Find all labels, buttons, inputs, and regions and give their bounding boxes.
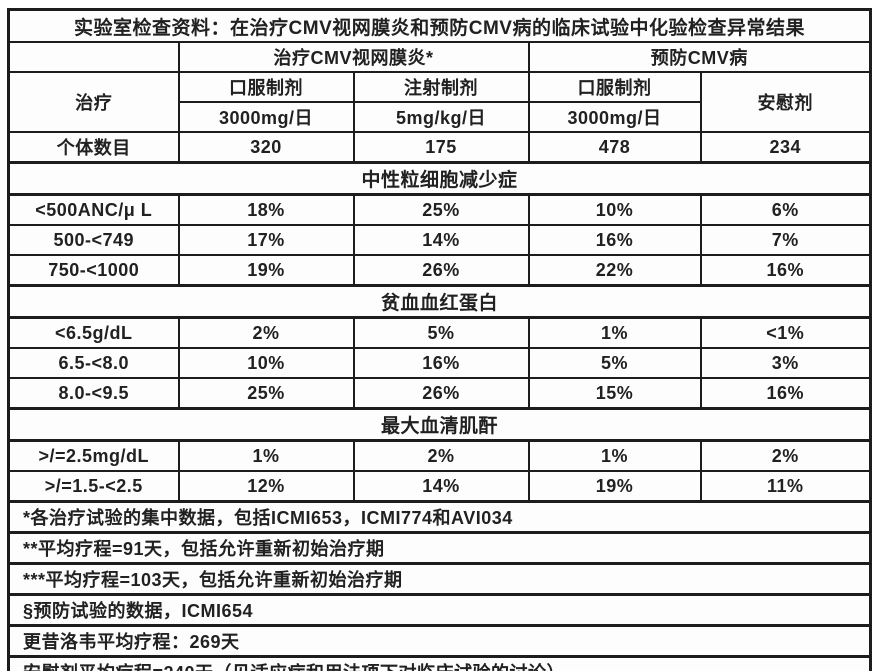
section-header-anemia: 贫血血红蛋白	[7, 284, 872, 319]
row-label: <6.5g/dL	[7, 316, 180, 349]
data-cell: 3%	[699, 347, 872, 379]
footnote-ganciclovir-duration: 更昔洛韦平均疗程：269天	[7, 624, 872, 658]
section-header-creatinine: 最大血清肌酐	[7, 407, 872, 442]
subjects-value: 478	[527, 131, 702, 164]
footnote-pooled-data: *各治疗试验的集中数据，包括ICMI653，ICMI774和AVI034	[7, 500, 872, 534]
footnote-row: 更昔洛韦平均疗程：269天	[7, 624, 872, 658]
data-cell: 18%	[177, 193, 355, 226]
section-header-neutropenia: 中性粒细胞减少症	[7, 161, 872, 196]
footnote-placebo-duration: 安慰剂平均疗程=240天（见适应症和用法项下对临床试验的讨论）	[7, 655, 872, 671]
data-cell: 16%	[699, 377, 872, 410]
data-cell: 12%	[177, 470, 355, 503]
data-cell: 1%	[177, 439, 355, 472]
data-cell: 1%	[527, 439, 702, 472]
row-label: 750-<1000	[7, 254, 180, 287]
footnote-prevention-trial: §预防试验的数据，ICMI654	[7, 593, 872, 627]
title-row: 实验室检查资料：在治疗CMV视网膜炎和预防CMV病的临床试验中化验检查异常结果	[7, 8, 872, 43]
data-cell: 5%	[352, 316, 530, 349]
footnote-row: *各治疗试验的集中数据，包括ICMI653，ICMI774和AVI034	[7, 500, 872, 534]
dose-header-injection: 5mg/kg/日	[352, 101, 530, 133]
data-cell: 25%	[352, 193, 530, 226]
data-cell: 6%	[699, 193, 872, 226]
table-row: >/=1.5-<2.5 12% 14% 19% 11%	[7, 470, 872, 503]
treatment-row-header: 治疗	[7, 71, 180, 133]
subjects-value: 234	[699, 131, 872, 164]
data-cell: 14%	[352, 470, 530, 503]
group-header-row: 治疗CMV视网膜炎* 预防CMV病	[7, 41, 872, 73]
row-label: 500-<749	[7, 224, 180, 256]
footnote-mean-103-days: ***平均疗程=103天，包括允许重新初始治疗期	[7, 562, 872, 596]
table-title: 实验室检查资料：在治疗CMV视网膜炎和预防CMV病的临床试验中化验检查异常结果	[7, 8, 872, 43]
table-row: 6.5-<8.0 10% 16% 5% 3%	[7, 347, 872, 379]
row-label: 6.5-<8.0	[7, 347, 180, 379]
data-cell: <1%	[699, 316, 872, 349]
section-row-anemia: 贫血血红蛋白	[7, 284, 872, 319]
data-cell: 19%	[177, 254, 355, 287]
subjects-value: 320	[177, 131, 355, 164]
section-row-neutropenia: 中性粒细胞减少症	[7, 161, 872, 196]
footnote-row: **平均疗程=91天，包括允许重新初始治疗期	[7, 531, 872, 565]
table-row: <6.5g/dL 2% 5% 1% <1%	[7, 316, 872, 349]
subjects-label: 个体数目	[7, 131, 180, 164]
data-cell: 16%	[527, 224, 702, 256]
dose-row: 3000mg/日 5mg/kg/日 3000mg/日	[9, 101, 871, 133]
row-label: >/=2.5mg/dL	[7, 439, 180, 472]
footnote-mean-91-days: **平均疗程=91天，包括允许重新初始治疗期	[7, 531, 872, 565]
data-cell: 10%	[527, 193, 702, 226]
row-label: 8.0-<9.5	[7, 377, 180, 410]
data-cell: 15%	[527, 377, 702, 410]
treatment-group-header: 治疗CMV视网膜炎*	[177, 41, 530, 73]
data-cell: 7%	[699, 224, 872, 256]
subjects-row: 个体数目 320 175 478 234	[7, 131, 872, 164]
table-row: <500ANC/μ L 18% 25% 10% 6%	[7, 193, 872, 226]
data-cell: 2%	[352, 439, 530, 472]
section-row-creatinine: 最大血清肌酐	[7, 407, 872, 442]
footnote-row: §预防试验的数据，ICMI654	[7, 593, 872, 627]
data-cell: 1%	[527, 316, 702, 349]
data-cell: 10%	[177, 347, 355, 379]
data-cell: 22%	[527, 254, 702, 287]
footnote-row: 安慰剂平均疗程=240天（见适应症和用法项下对临床试验的讨论）	[7, 655, 872, 671]
data-cell: 17%	[177, 224, 355, 256]
data-cell: 26%	[352, 254, 530, 287]
data-cell: 5%	[527, 347, 702, 379]
data-cell: 25%	[177, 377, 355, 410]
dose-header-oral-1: 3000mg/日	[177, 101, 355, 133]
data-cell: 16%	[352, 347, 530, 379]
drug-form-header-oral-1: 口服制剂	[177, 71, 355, 103]
data-cell: 16%	[699, 254, 872, 287]
data-cell: 26%	[352, 377, 530, 410]
data-cell: 2%	[177, 316, 355, 349]
lab-results-table: 实验室检查资料：在治疗CMV视网膜炎和预防CMV病的临床试验中化验检查异常结果 …	[7, 8, 872, 671]
row-label: <500ANC/μ L	[7, 193, 180, 226]
footnote-row: ***平均疗程=103天，包括允许重新初始治疗期	[7, 562, 872, 596]
data-cell: 11%	[699, 470, 872, 503]
table-row: >/=2.5mg/dL 1% 2% 1% 2%	[7, 439, 872, 472]
dose-header-oral-2: 3000mg/日	[527, 101, 702, 133]
empty-header-cell	[7, 41, 180, 73]
subjects-value: 175	[352, 131, 530, 164]
drug-form-row: 治疗 口服制剂 注射制剂 口服制剂 安慰剂	[7, 71, 872, 133]
table-row: 500-<749 17% 14% 16% 7%	[7, 224, 872, 256]
data-cell: 19%	[527, 470, 702, 503]
data-cell: 2%	[699, 439, 872, 472]
data-cell: 14%	[352, 224, 530, 256]
table-row: 750-<1000 19% 26% 22% 16%	[7, 254, 872, 287]
drug-form-header-oral-2: 口服制剂	[527, 71, 702, 103]
row-label: >/=1.5-<2.5	[7, 470, 180, 503]
placebo-header: 安慰剂	[699, 71, 872, 133]
table-row: 8.0-<9.5 25% 26% 15% 16%	[7, 377, 872, 410]
drug-form-header-injection: 注射制剂	[352, 71, 530, 103]
prevention-group-header: 预防CMV病	[527, 41, 872, 73]
